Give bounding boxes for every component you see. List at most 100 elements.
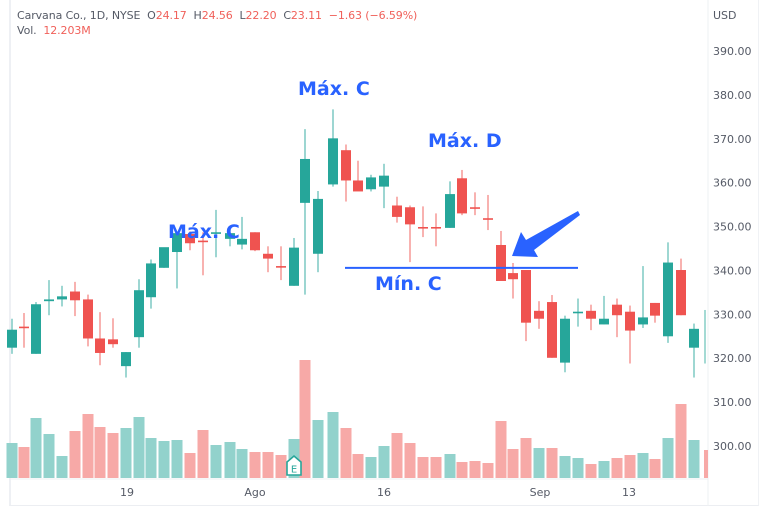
volume-bar (82, 414, 94, 478)
close-value: 23.11 (290, 9, 322, 22)
price-tick: 380.00 (713, 89, 752, 102)
volume-bar (404, 443, 416, 478)
volume-bar (520, 438, 532, 478)
volume-bar (611, 458, 623, 478)
volume-bar (224, 442, 236, 478)
candle (313, 191, 323, 273)
candle (31, 302, 41, 354)
volume-bar (69, 431, 81, 478)
candle (470, 192, 480, 216)
candle (57, 285, 67, 307)
candle (445, 181, 455, 228)
volume-bar (546, 448, 558, 478)
time-tick: Sep (530, 486, 551, 499)
drawings: Máx. C Máx. C Máx. D Mín. C E (168, 78, 580, 476)
arrow-icon[interactable] (512, 211, 580, 257)
candle (418, 206, 428, 238)
symbol-legend: Carvana Co., 1D, NYSE O24.17 H24.56 L22.… (17, 8, 417, 38)
volume-row: Vol. 12.203M (17, 23, 417, 38)
annotation-label[interactable]: Máx. C (168, 221, 240, 243)
volume-bar (197, 430, 209, 478)
volume-bar (249, 452, 261, 478)
volume-bar (598, 461, 610, 478)
candle (663, 242, 673, 343)
candle (521, 270, 531, 342)
candle (353, 160, 363, 192)
volume-bar (456, 462, 468, 478)
volume-bar (262, 452, 274, 478)
volume-bar (507, 449, 519, 478)
volume-bar (469, 461, 481, 478)
candle (250, 232, 260, 252)
volume-bar (572, 458, 584, 478)
volume-bar (378, 446, 390, 478)
time-axis[interactable]: 19 Ago 16 Sep 13 (120, 486, 636, 499)
volume-bar (417, 457, 429, 478)
volume-bar (340, 428, 352, 478)
volume-bar (171, 440, 183, 478)
candle (341, 144, 351, 202)
candle (108, 318, 118, 348)
volume-bars (6, 360, 708, 478)
volume-bar (662, 438, 674, 478)
volume-label: Vol. (17, 24, 37, 37)
candle (405, 205, 415, 263)
candle (95, 312, 105, 366)
time-tick: 13 (622, 486, 636, 499)
ohlc-row: Carvana Co., 1D, NYSE O24.17 H24.56 L22.… (17, 8, 417, 23)
price-tick: 330.00 (713, 308, 752, 321)
volume-bar (275, 455, 287, 478)
volume-bar (133, 417, 145, 478)
volume-bar (533, 448, 545, 478)
candle (300, 129, 310, 295)
candle (289, 237, 299, 286)
candle (379, 163, 389, 209)
candle (7, 318, 17, 354)
candle (185, 231, 195, 251)
candle (159, 247, 169, 268)
volume-bar (365, 457, 377, 478)
candle (431, 213, 441, 247)
candle (483, 194, 493, 231)
volume-bar (704, 450, 708, 478)
candle (328, 109, 338, 187)
change-value: −1.63 (−6.59%) (328, 9, 418, 22)
candle (172, 233, 182, 289)
annotation-label[interactable]: Máx. D (428, 130, 502, 152)
candle (689, 323, 699, 378)
candle (134, 279, 144, 348)
time-tick: Ago (244, 486, 266, 499)
volume-bar (649, 459, 661, 478)
currency-label: USD (713, 9, 737, 22)
price-axis[interactable]: USD 390.00 380.00 370.00 360.00 350.00 340.00… (713, 9, 752, 453)
candle (237, 216, 247, 250)
volume-bar (444, 454, 456, 478)
candle (19, 313, 29, 348)
annotation-label[interactable]: Máx. C (298, 78, 370, 100)
svg-text:E: E (291, 465, 297, 476)
price-tick: 300.00 (713, 440, 752, 453)
symbol-name[interactable]: Carvana Co., 1D, NYSE (17, 9, 141, 22)
volume-bar (299, 360, 311, 478)
candle (276, 246, 286, 281)
price-tick: 340.00 (713, 264, 752, 277)
volume-bar (688, 440, 700, 478)
earnings-icon[interactable]: E (286, 454, 302, 476)
annotation-label[interactable]: Mín. C (375, 273, 442, 295)
volume-bar (145, 438, 157, 478)
candlesticks (7, 109, 706, 378)
candle (121, 352, 131, 378)
price-tick: 370.00 (713, 133, 752, 146)
volume-bar (94, 427, 106, 478)
price-tick: 320.00 (713, 352, 752, 365)
volume-bar (327, 412, 339, 478)
volume-bar (624, 455, 636, 478)
volume-bar (559, 456, 571, 478)
volume-bar (391, 433, 403, 478)
candle (625, 305, 635, 364)
candle (547, 295, 557, 358)
price-tick: 310.00 (713, 396, 752, 409)
high-value: 24.56 (201, 9, 233, 22)
candle (225, 226, 235, 247)
